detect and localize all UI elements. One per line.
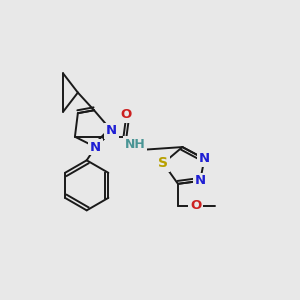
Text: NH: NH — [125, 138, 146, 151]
Text: N: N — [90, 141, 101, 154]
Text: S: S — [158, 156, 168, 170]
Text: N: N — [199, 152, 210, 165]
Text: O: O — [121, 108, 132, 121]
Text: N: N — [194, 174, 206, 188]
Text: O: O — [190, 200, 201, 212]
Text: N: N — [106, 124, 117, 137]
